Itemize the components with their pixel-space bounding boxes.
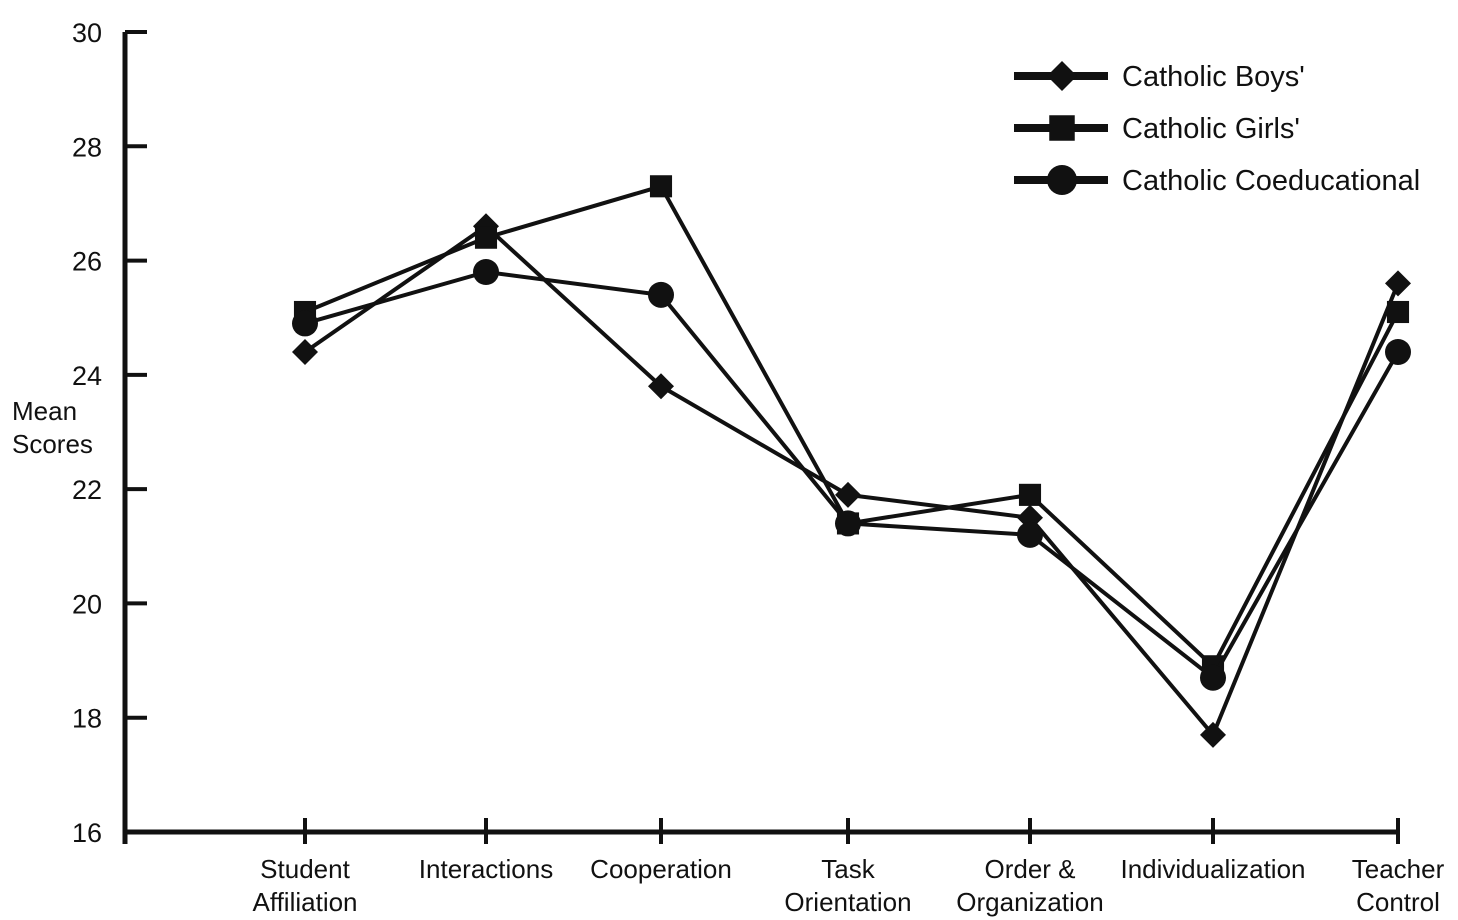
- series-line: [304, 184, 1400, 669]
- y-axis-label: Mean Scores: [12, 396, 93, 459]
- series-square: [293, 175, 1410, 678]
- legend: Catholic Boys' Catholic Girls' Catholic Co…: [1014, 61, 1420, 197]
- x-axis-ticks: Student Affiliation Interactions Cooperatio…: [252, 818, 1445, 917]
- y-tick-label: 18: [72, 704, 102, 734]
- data-point: [1385, 339, 1411, 365]
- data-point: [1385, 270, 1411, 297]
- data-point: [1200, 721, 1226, 748]
- x-tick-label: Individualization: [1120, 854, 1305, 884]
- y-tick-label: 16: [72, 818, 102, 848]
- legend-item: Catholic Coeducational: [1014, 165, 1420, 197]
- legend-marker: [1047, 61, 1077, 91]
- y-tick-label: 24: [72, 361, 102, 391]
- series-group: [292, 175, 1411, 748]
- data-point: [473, 259, 499, 285]
- y-axis-ticks: 16 18 20 22 24 26 28 30: [72, 18, 147, 848]
- legend-label: Catholic Coeducational: [1122, 165, 1420, 197]
- data-point: [292, 310, 318, 337]
- x-tick-label: Teacher Control: [1352, 854, 1445, 917]
- data-point: [648, 281, 674, 308]
- data-point: [1200, 664, 1226, 691]
- series-line: [303, 224, 1400, 737]
- legend-marker: [1049, 115, 1075, 141]
- data-point: [1018, 483, 1042, 506]
- data-point: [835, 510, 861, 537]
- data-point: [292, 339, 318, 365]
- series-line: [304, 270, 1400, 680]
- axes: [122, 32, 1400, 844]
- series-diamond: [292, 213, 1411, 748]
- data-point: [1386, 300, 1410, 324]
- y-tick-label: 26: [72, 247, 102, 277]
- legend-item: Catholic Girls': [1014, 113, 1300, 145]
- y-tick-label: 20: [72, 589, 102, 619]
- legend-label: Catholic Girls': [1122, 113, 1300, 145]
- data-point: [835, 481, 861, 508]
- data-point: [1017, 521, 1043, 548]
- data-point: [648, 373, 674, 400]
- data-point: [649, 175, 673, 198]
- legend-marker: [1047, 165, 1077, 195]
- x-tick-label: Interactions: [419, 854, 553, 884]
- x-tick-label: Order & Organization: [956, 854, 1103, 917]
- y-tick-label: 30: [72, 18, 102, 48]
- y-tick-label: 22: [72, 475, 102, 505]
- x-tick-label: Task Orientation: [784, 854, 911, 917]
- x-tick-label: Student Affiliation: [252, 854, 357, 917]
- y-tick-label: 28: [72, 132, 102, 162]
- series-circle: [292, 259, 1411, 691]
- x-tick-label: Cooperation: [590, 854, 732, 884]
- legend-label: Catholic Boys': [1122, 61, 1305, 93]
- legend-item: Catholic Boys': [1014, 61, 1305, 93]
- data-point: [474, 226, 498, 249]
